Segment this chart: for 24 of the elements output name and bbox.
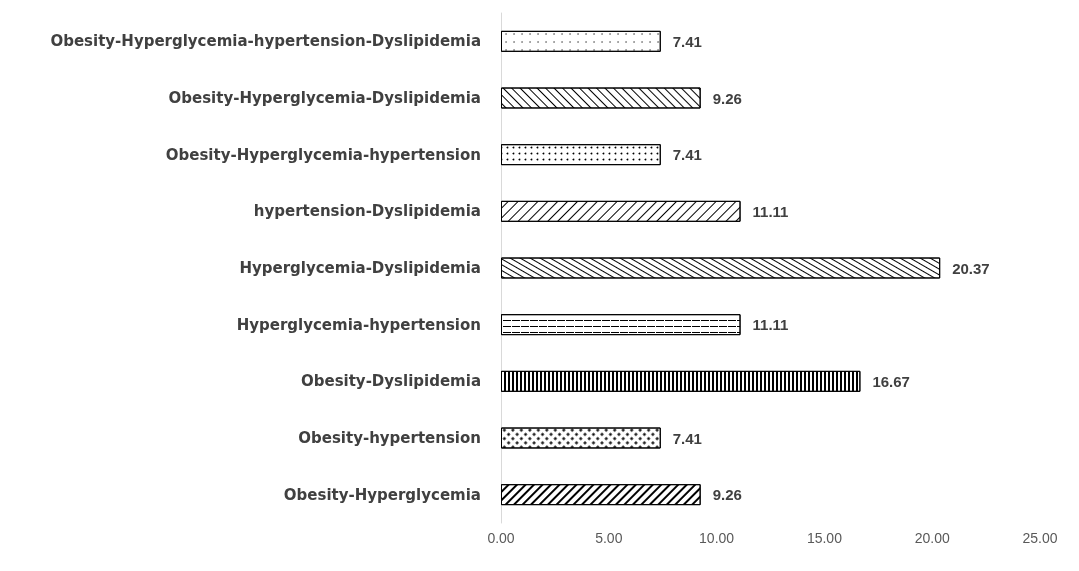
x-tick-label: 20.00 bbox=[914, 530, 950, 546]
x-tick-label: 25.00 bbox=[1022, 530, 1058, 546]
x-tick-label: 5.00 bbox=[595, 530, 623, 546]
y-tick-label: Obesity-hypertension bbox=[298, 429, 481, 447]
data-label: 20.37 bbox=[952, 259, 990, 277]
x-tick-label: 10.00 bbox=[699, 530, 735, 546]
x-tick-label: 0.00 bbox=[487, 530, 515, 546]
y-tick-label: Obesity-Hyperglycemia-Dyslipidemia bbox=[168, 89, 481, 107]
data-label: 11.11 bbox=[752, 316, 789, 334]
data-label: 9.26 bbox=[712, 486, 742, 504]
y-tick-label: Obesity-Dyslipidemia bbox=[300, 372, 481, 391]
y-tick-label: Hyperglycemia-Dyslipidemia bbox=[239, 259, 481, 277]
data-label: 9.26 bbox=[712, 89, 742, 107]
y-tick-label: Obesity-Hyperglycemia bbox=[283, 485, 481, 504]
y-tick-label: Obesity-Hyperglycemia-hypertension-Dyslipidemia bbox=[50, 32, 481, 51]
y-tick-label: Hyperglycemia-hypertension bbox=[236, 315, 481, 334]
data-label: 7.41 bbox=[672, 32, 702, 50]
data-label: 16.67 bbox=[872, 372, 910, 390]
data-label: 11.11 bbox=[752, 202, 789, 220]
y-tick-label: hypertension-Dyslipidemia bbox=[253, 202, 481, 221]
data-label: 7.41 bbox=[672, 429, 702, 447]
data-label: 7.41 bbox=[672, 146, 702, 164]
y-tick-label: Obesity-Hyperglycemia-hypertension bbox=[165, 145, 481, 164]
x-tick-label: 15.00 bbox=[806, 530, 843, 546]
